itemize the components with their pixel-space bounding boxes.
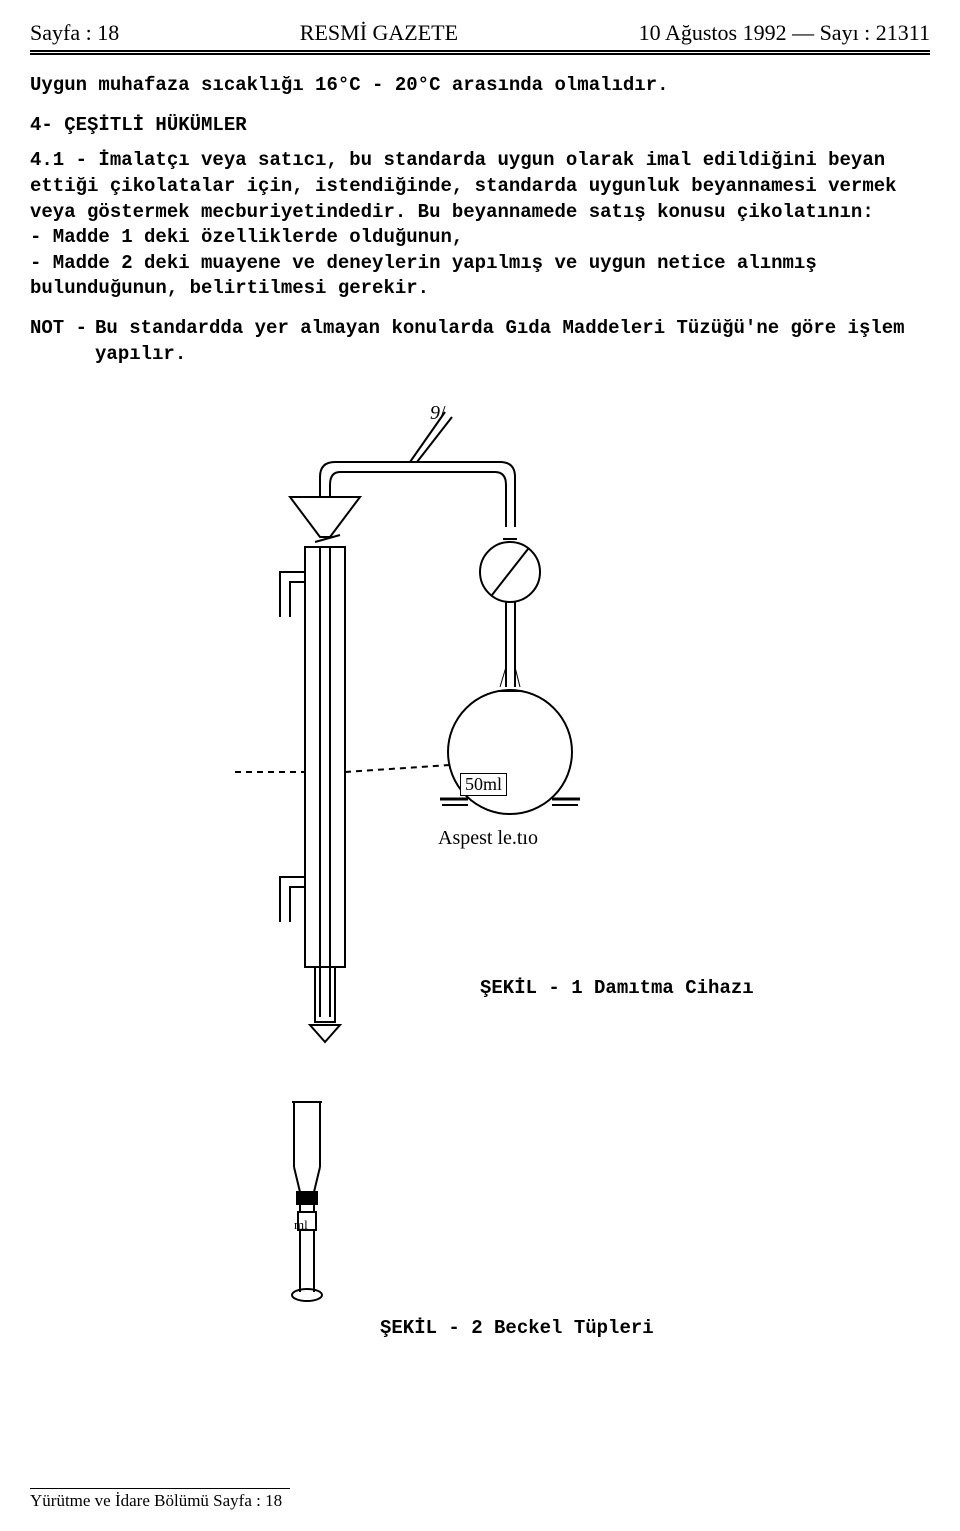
body-text: Uygun muhafaza sıcaklığı 16°C - 20°C ara… <box>30 73 930 367</box>
note-body: Bu standardda yer almayan konularda Gıda… <box>95 316 930 367</box>
page-number-left: Sayfa : 18 <box>30 20 119 46</box>
figure-2-caption: ŞEKİL - 2 Beckel Tüpleri <box>380 1317 654 1339</box>
header-rule <box>30 50 930 55</box>
storage-temp-line: Uygun muhafaza sıcaklığı 16°C - 20°C ara… <box>30 73 930 99</box>
beckel-tube <box>280 1097 340 1312</box>
bullet-2: - Madde 2 deki muayene ve deneylerin yap… <box>30 251 930 302</box>
note-label: NOT - <box>30 316 87 367</box>
date-issue: 10 Ağustos 1992 — Sayı : 21311 <box>639 20 930 46</box>
figure-1-caption: ŞEKİL - 1 Damıtma Cihazı <box>480 977 754 999</box>
tube-ml-label: ml <box>294 1217 308 1233</box>
distillation-apparatus <box>210 407 630 1052</box>
footer-rule <box>30 1488 290 1489</box>
note-block: NOT - Bu standardda yer almayan konulard… <box>30 316 930 367</box>
section-4-title: 4- ÇEŞİTLİ HÜKÜMLER <box>30 113 930 139</box>
bullet-1: - Madde 1 deki özelliklerde olduğunun, <box>30 225 930 251</box>
footer: Yürütme ve İdare Bölümü Sayfa : 18 <box>30 1484 290 1511</box>
footer-text: Yürütme ve İdare Bölümü Sayfa : 18 <box>30 1491 282 1510</box>
flask-volume-label: 50ml <box>460 773 507 796</box>
gazette-title: RESMİ GAZETE <box>300 20 458 46</box>
header: Sayfa : 18 RESMİ GAZETE 10 Ağustos 1992 … <box>30 20 930 50</box>
aspest-label: Aspest le.tıo <box>438 827 538 850</box>
para-4-1: 4.1 - İmalatçı veya satıcı, bu standarda… <box>30 148 930 225</box>
